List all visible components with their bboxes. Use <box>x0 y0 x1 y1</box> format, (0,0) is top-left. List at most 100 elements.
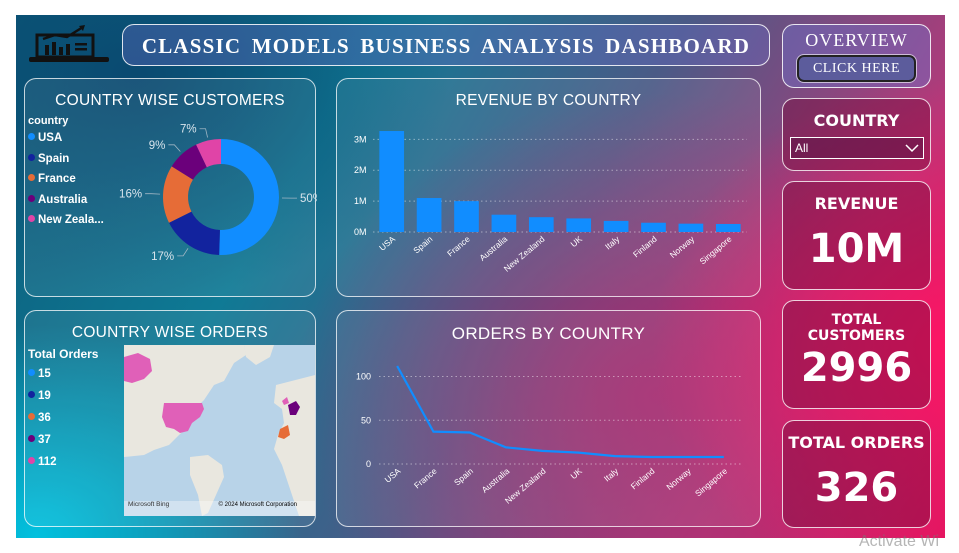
donut-leader-line <box>177 248 189 257</box>
legend-item[interactable]: 112 <box>28 456 57 468</box>
x-tick-label: Australia <box>477 234 509 263</box>
dashboard-canvas: CLASSIC MODELS BUSINESS ANALYSIS DASHBOA… <box>16 15 945 538</box>
donut-leader-line <box>168 144 181 152</box>
world-map[interactable]: Microsoft Bing © 2024 Microsoft Corporat… <box>124 345 315 516</box>
bar[interactable] <box>678 223 704 232</box>
legend-dot <box>28 413 35 420</box>
revenue-kpi-value: 10M <box>808 226 905 272</box>
customers-donut-chart: 50% 17% 16% 9% 7% <box>119 124 317 263</box>
legend-label: 112 <box>38 456 57 468</box>
donut-slice[interactable] <box>219 139 280 256</box>
x-tick-label: Australia <box>480 466 512 495</box>
orders-line-series[interactable] <box>396 365 724 459</box>
legend-dot <box>28 133 35 140</box>
donut-slice[interactable] <box>163 166 193 223</box>
bar[interactable] <box>491 214 517 232</box>
y-tick-label: 50 <box>361 415 371 425</box>
y-tick-label: 1M <box>354 196 367 206</box>
x-tick-label: France <box>445 234 472 259</box>
x-tick-label: Spain <box>452 466 475 488</box>
revenue-kpi-title: REVENUE <box>814 194 899 213</box>
total-orders-kpi-card: TOTAL ORDERS 326 <box>782 420 931 528</box>
country-customers-panel: COUNTRY WISE CUSTOMERS country USA Spain F… <box>24 78 317 297</box>
x-tick-label: USA <box>383 466 403 485</box>
y-tick-label: 2M <box>354 165 367 175</box>
legend-item[interactable]: Australia <box>28 194 87 206</box>
orders-chart-title: ORDERS BY COUNTRY <box>451 324 646 343</box>
legend-dot <box>28 391 35 398</box>
legend-dot <box>28 435 35 442</box>
x-tick-label: Singapore <box>697 234 733 267</box>
click-here-button[interactable]: CLICK HERE <box>796 54 917 83</box>
legend-label: Australia <box>38 193 88 206</box>
analytics-laptop-icon <box>27 25 111 65</box>
x-tick-label: Singapore <box>693 466 729 499</box>
legend-label: New Zeala... <box>38 214 104 226</box>
country-dropdown-value: All <box>795 141 809 155</box>
bar[interactable] <box>603 220 629 232</box>
y-tick-label: 0M <box>354 227 367 237</box>
legend-item[interactable]: Spain <box>28 153 69 165</box>
x-tick-label: Norway <box>664 465 693 492</box>
x-tick-label: UK <box>568 466 584 481</box>
x-tick-label: USA <box>377 234 397 253</box>
country-dropdown[interactable]: All <box>790 137 924 159</box>
bar[interactable] <box>641 222 666 232</box>
y-tick-label: 100 <box>356 372 371 382</box>
customers-legend-title: country <box>28 115 69 127</box>
x-tick-label: New Zealand <box>502 234 547 274</box>
legend-dot <box>28 457 35 464</box>
donut-slice-label: 7% <box>180 124 197 136</box>
bing-logo: Microsoft Bing <box>128 501 170 508</box>
x-tick-label: Italy <box>602 465 621 483</box>
legend-dot <box>28 153 35 161</box>
legend-item[interactable]: New Zeala... <box>28 214 104 226</box>
customers-kpi-value: 2996 <box>800 345 913 391</box>
donut-slice[interactable] <box>169 211 220 255</box>
legend-label: 19 <box>38 390 51 402</box>
x-tick-label: Italy <box>603 233 622 251</box>
customers-kpi-title: TOTAL CUSTOMERS <box>807 312 906 344</box>
bar[interactable] <box>416 198 442 232</box>
legend-item[interactable]: France <box>28 173 76 185</box>
legend-label: 15 <box>38 368 51 380</box>
map-graphic <box>124 345 315 516</box>
chevron-down-icon <box>905 144 919 153</box>
customers-panel-title: COUNTRY WISE CUSTOMERS <box>55 92 285 109</box>
donut-slice-label: 16% <box>119 189 142 201</box>
legend-item[interactable]: USA <box>28 132 62 144</box>
legend-dot <box>28 369 35 376</box>
y-tick-label: 0 <box>366 459 371 469</box>
page-title: CLASSIC MODELS BUSINESS ANALYSIS DASHBOA… <box>141 34 751 58</box>
x-tick-label: Finland <box>631 234 659 260</box>
legend-item[interactable]: 36 <box>28 412 51 424</box>
orders-map-title: COUNTRY WISE ORDERS <box>71 324 269 341</box>
donut-slice-label: 17% <box>151 251 174 263</box>
orders-legend-title: Total Orders <box>28 347 99 361</box>
map-copyright: © 2024 Microsoft Corporation <box>218 502 297 508</box>
bar[interactable] <box>566 218 592 232</box>
donut-slice[interactable] <box>171 144 207 180</box>
country-orders-map-panel: COUNTRY WISE ORDERS Total Orders 15 19 36 3… <box>24 310 316 527</box>
legend-label: 37 <box>38 434 51 446</box>
legend-item[interactable]: 15 <box>28 368 51 380</box>
x-tick-label: Spain <box>411 234 434 256</box>
revenue-kpi-card: REVENUE 10M <box>782 181 931 290</box>
bar[interactable] <box>454 201 479 232</box>
donut-slice-label: 50% <box>300 193 317 205</box>
bar[interactable] <box>528 217 554 232</box>
country-filter-box: COUNTRY All <box>782 98 931 171</box>
bar[interactable] <box>715 223 741 232</box>
legend-label: France <box>38 173 76 185</box>
x-tick-label: Finland <box>629 466 657 492</box>
bar[interactable] <box>379 131 405 232</box>
legend-label: USA <box>38 132 63 144</box>
revenue-by-country-panel: REVENUE BY COUNTRY 0M 1M 2M 3M USA Spain Franc… <box>336 78 761 297</box>
revenue-chart-title: REVENUE BY COUNTRY <box>455 92 642 109</box>
legend-label: Spain <box>38 152 70 165</box>
legend-item[interactable]: 37 <box>28 434 51 446</box>
legend-item[interactable]: 19 <box>28 390 51 402</box>
donut-slice[interactable] <box>196 139 221 168</box>
orders-kpi-value: 326 <box>814 465 899 511</box>
